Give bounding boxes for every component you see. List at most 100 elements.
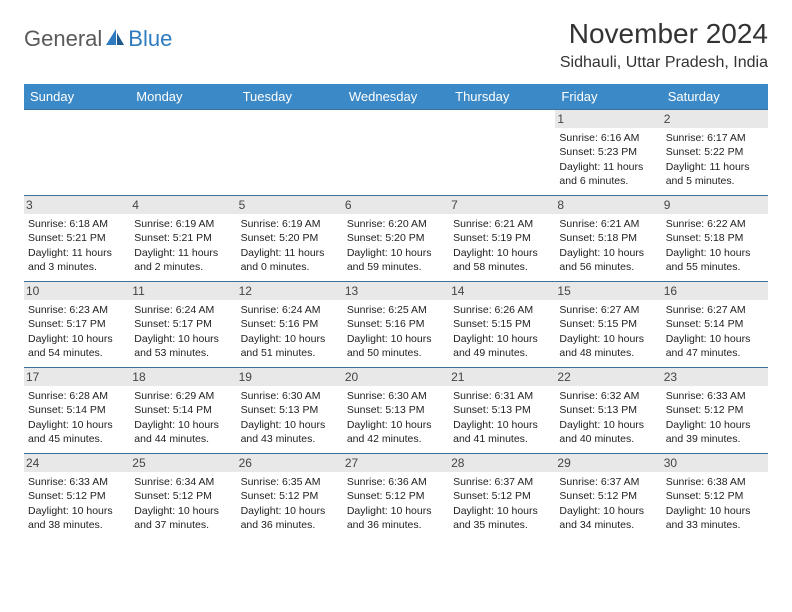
day-number: 14	[449, 282, 555, 300]
sunrise: Sunrise: 6:35 AM	[241, 475, 339, 489]
logo-sail-icon	[104, 27, 126, 52]
daylight: Daylight: 11 hours and 5 minutes.	[666, 160, 764, 188]
day-header: Saturday	[662, 84, 768, 110]
day-cell: 3Sunrise: 6:18 AMSunset: 5:21 PMDaylight…	[24, 196, 130, 282]
day-number: 30	[662, 454, 768, 472]
sunset: Sunset: 5:15 PM	[559, 317, 657, 331]
sunrise: Sunrise: 6:27 AM	[559, 303, 657, 317]
sunrise: Sunrise: 6:19 AM	[134, 217, 232, 231]
calendar-page: General Blue November 2024 Sidhauli, Utt…	[0, 0, 792, 558]
sunset: Sunset: 5:16 PM	[241, 317, 339, 331]
daylight: Daylight: 10 hours and 51 minutes.	[241, 332, 339, 360]
sunset: Sunset: 5:13 PM	[241, 403, 339, 417]
daylight: Daylight: 10 hours and 36 minutes.	[241, 504, 339, 532]
sunset: Sunset: 5:12 PM	[347, 489, 445, 503]
day-number: 6	[343, 196, 449, 214]
day-number: 2	[662, 110, 768, 128]
day-cell: 28Sunrise: 6:37 AMSunset: 5:12 PMDayligh…	[449, 454, 555, 540]
day-number: 12	[237, 282, 343, 300]
day-number: 16	[662, 282, 768, 300]
daylight: Daylight: 10 hours and 36 minutes.	[347, 504, 445, 532]
sunrise: Sunrise: 6:25 AM	[347, 303, 445, 317]
sunset: Sunset: 5:12 PM	[134, 489, 232, 503]
daylight: Daylight: 10 hours and 56 minutes.	[559, 246, 657, 274]
sunset: Sunset: 5:14 PM	[28, 403, 126, 417]
sunrise: Sunrise: 6:29 AM	[134, 389, 232, 403]
sunrise: Sunrise: 6:31 AM	[453, 389, 551, 403]
day-cell: 9Sunrise: 6:22 AMSunset: 5:18 PMDaylight…	[662, 196, 768, 282]
day-number: 9	[662, 196, 768, 214]
day-number: 20	[343, 368, 449, 386]
sunset: Sunset: 5:14 PM	[666, 317, 764, 331]
sunset: Sunset: 5:19 PM	[453, 231, 551, 245]
sunrise: Sunrise: 6:21 AM	[559, 217, 657, 231]
day-number: 21	[449, 368, 555, 386]
day-cell: 16Sunrise: 6:27 AMSunset: 5:14 PMDayligh…	[662, 282, 768, 368]
sunrise: Sunrise: 6:24 AM	[134, 303, 232, 317]
sunrise: Sunrise: 6:20 AM	[347, 217, 445, 231]
sunset: Sunset: 5:21 PM	[28, 231, 126, 245]
daylight: Daylight: 10 hours and 35 minutes.	[453, 504, 551, 532]
sunrise: Sunrise: 6:16 AM	[559, 131, 657, 145]
day-cell: 14Sunrise: 6:26 AMSunset: 5:15 PMDayligh…	[449, 282, 555, 368]
daylight: Daylight: 10 hours and 42 minutes.	[347, 418, 445, 446]
sunrise: Sunrise: 6:18 AM	[28, 217, 126, 231]
sunrise: Sunrise: 6:34 AM	[134, 475, 232, 489]
day-number: 25	[130, 454, 236, 472]
day-cell: 8Sunrise: 6:21 AMSunset: 5:18 PMDaylight…	[555, 196, 661, 282]
sunset: Sunset: 5:12 PM	[666, 403, 764, 417]
day-number: 7	[449, 196, 555, 214]
day-cell: 26Sunrise: 6:35 AMSunset: 5:12 PMDayligh…	[237, 454, 343, 540]
daylight: Daylight: 10 hours and 49 minutes.	[453, 332, 551, 360]
sunset: Sunset: 5:17 PM	[28, 317, 126, 331]
day-number: 22	[555, 368, 661, 386]
day-cell: 2 Sunrise: 6:17 AMSunset: 5:22 PMDaylight…	[662, 110, 768, 196]
day-cell: 30Sunrise: 6:38 AMSunset: 5:12 PMDayligh…	[662, 454, 768, 540]
sunrise: Sunrise: 6:24 AM	[241, 303, 339, 317]
day-header: Monday	[130, 84, 236, 110]
day-cell: 20Sunrise: 6:30 AMSunset: 5:13 PMDayligh…	[343, 368, 449, 454]
day-header: Friday	[555, 84, 661, 110]
day-cell: 25Sunrise: 6:34 AMSunset: 5:12 PMDayligh…	[130, 454, 236, 540]
daylight: Daylight: 10 hours and 44 minutes.	[134, 418, 232, 446]
sunset: Sunset: 5:20 PM	[347, 231, 445, 245]
day-header: Thursday	[449, 84, 555, 110]
day-header: Sunday	[24, 84, 130, 110]
day-cell: 23Sunrise: 6:33 AMSunset: 5:12 PMDayligh…	[662, 368, 768, 454]
sunset: Sunset: 5:21 PM	[134, 231, 232, 245]
sunrise: Sunrise: 6:28 AM	[28, 389, 126, 403]
daylight: Daylight: 10 hours and 34 minutes.	[559, 504, 657, 532]
day-cell: 4Sunrise: 6:19 AMSunset: 5:21 PMDaylight…	[130, 196, 236, 282]
day-cell	[24, 110, 130, 196]
daylight: Daylight: 10 hours and 59 minutes.	[347, 246, 445, 274]
sunset: Sunset: 5:23 PM	[559, 145, 657, 159]
location: Sidhauli, Uttar Pradesh, India	[560, 54, 768, 72]
day-number: 28	[449, 454, 555, 472]
day-header: Tuesday	[237, 84, 343, 110]
sunset: Sunset: 5:22 PM	[666, 145, 764, 159]
day-number: 27	[343, 454, 449, 472]
day-number: 5	[237, 196, 343, 214]
sunrise: Sunrise: 6:26 AM	[453, 303, 551, 317]
day-number: 26	[237, 454, 343, 472]
day-cell	[449, 110, 555, 196]
sunrise: Sunrise: 6:38 AM	[666, 475, 764, 489]
sunset: Sunset: 5:12 PM	[28, 489, 126, 503]
daylight: Daylight: 10 hours and 38 minutes.	[28, 504, 126, 532]
logo-text-2: Blue	[128, 26, 172, 52]
sunrise: Sunrise: 6:17 AM	[666, 131, 764, 145]
daylight: Daylight: 10 hours and 53 minutes.	[134, 332, 232, 360]
sunset: Sunset: 5:14 PM	[134, 403, 232, 417]
sunset: Sunset: 5:12 PM	[559, 489, 657, 503]
day-cell: 15Sunrise: 6:27 AMSunset: 5:15 PMDayligh…	[555, 282, 661, 368]
daylight: Daylight: 10 hours and 50 minutes.	[347, 332, 445, 360]
day-cell: 22Sunrise: 6:32 AMSunset: 5:13 PMDayligh…	[555, 368, 661, 454]
sunrise: Sunrise: 6:30 AM	[347, 389, 445, 403]
day-cell: 11Sunrise: 6:24 AMSunset: 5:17 PMDayligh…	[130, 282, 236, 368]
daylight: Daylight: 10 hours and 43 minutes.	[241, 418, 339, 446]
day-number: 17	[24, 368, 130, 386]
day-cell: 19Sunrise: 6:30 AMSunset: 5:13 PMDayligh…	[237, 368, 343, 454]
day-cell	[237, 110, 343, 196]
month-title: November 2024	[560, 18, 768, 50]
day-cell: 17Sunrise: 6:28 AMSunset: 5:14 PMDayligh…	[24, 368, 130, 454]
